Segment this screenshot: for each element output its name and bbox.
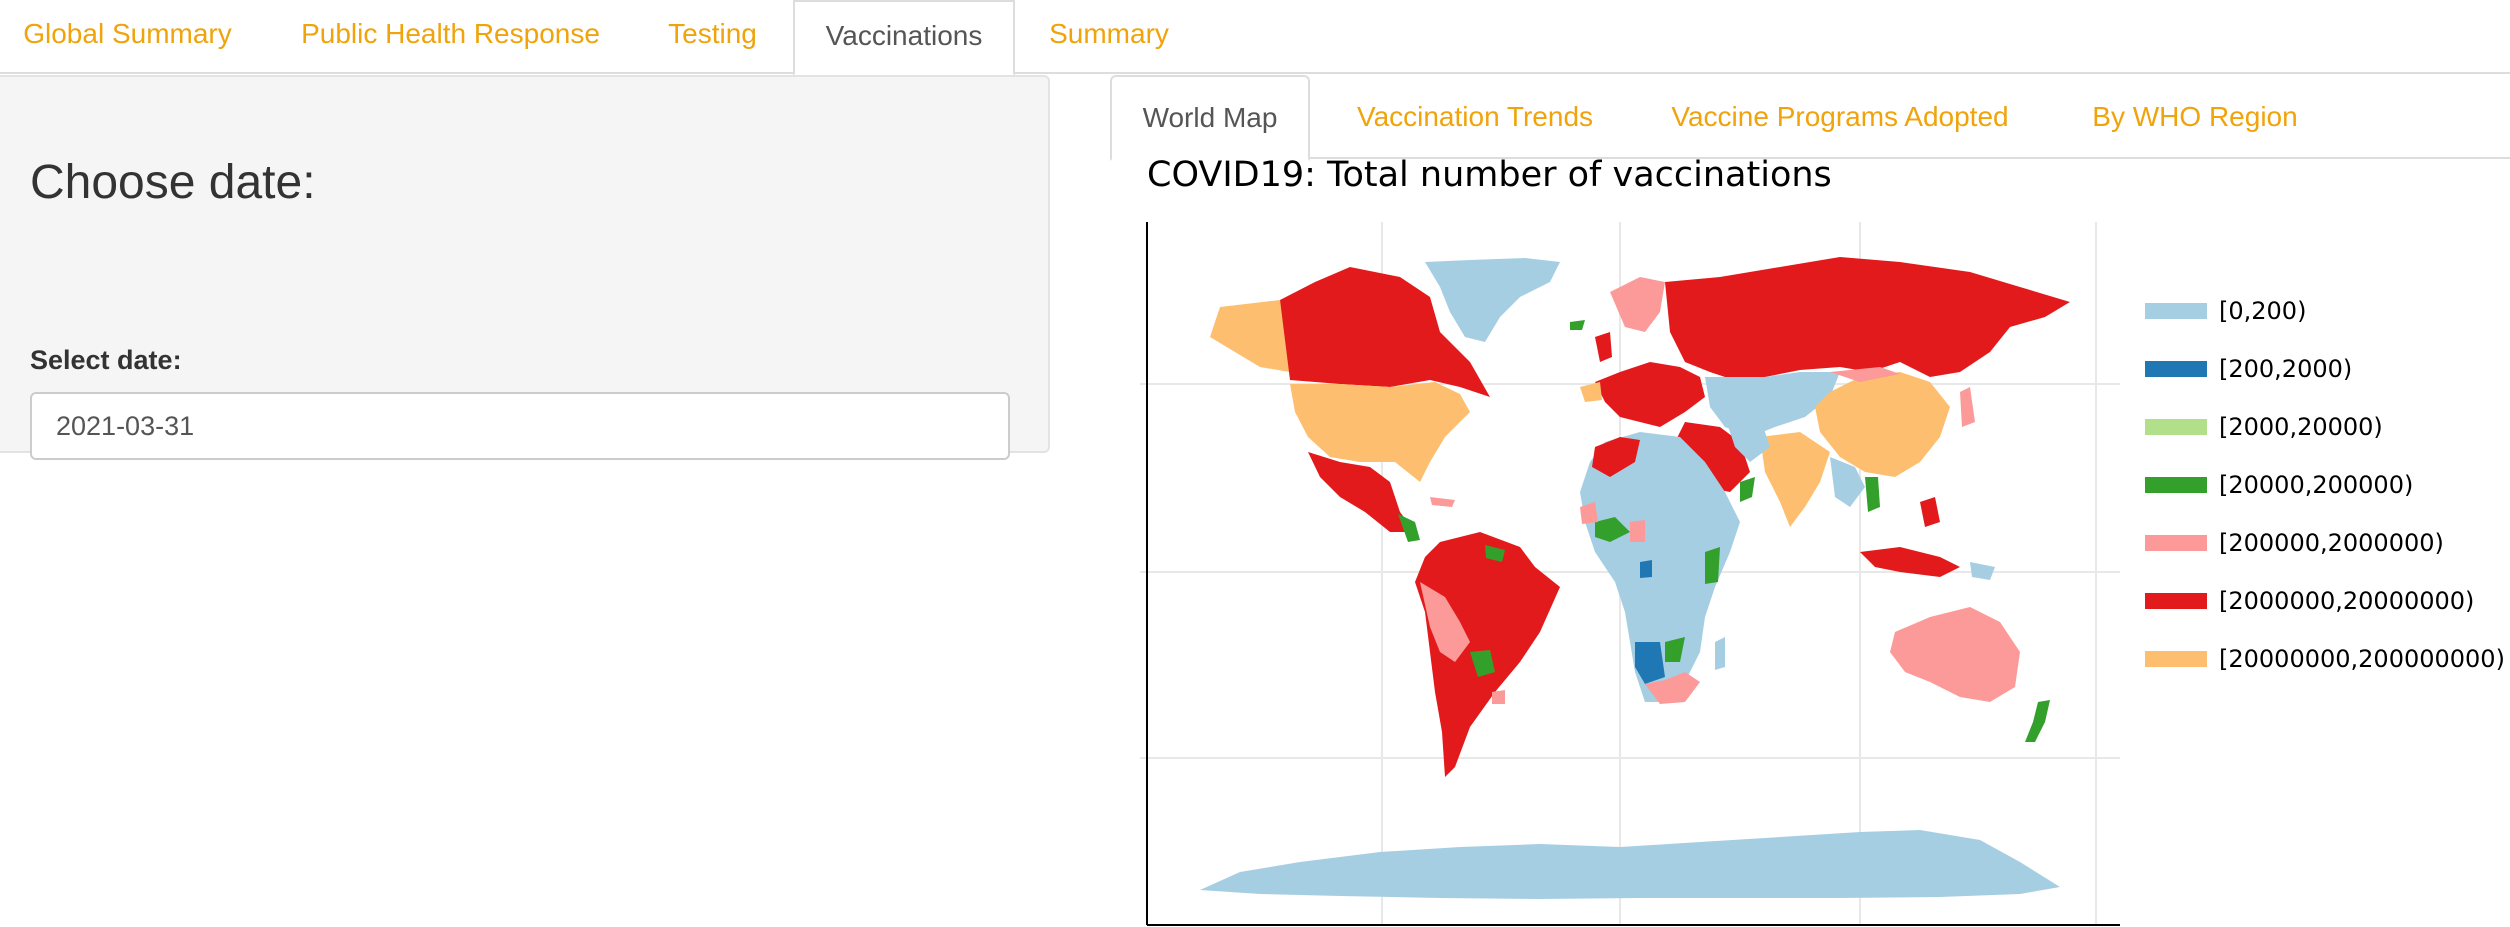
date-panel: Choose date: Select date: [0, 75, 1050, 460]
legend-item[interactable]: [20000000,200000000) [2145, 630, 2505, 688]
region-russia[interactable] [1665, 257, 2070, 382]
tab-summary[interactable]: Summary [1049, 18, 1169, 49]
region-antarctica[interactable] [1200, 830, 2060, 899]
region-greenland[interactable] [1425, 258, 1560, 342]
region-caribbean[interactable] [1430, 497, 1455, 507]
legend-item[interactable]: [200,2000) [2145, 340, 2505, 398]
region-west-africa-2[interactable] [1580, 502, 1598, 524]
region-china[interactable] [1815, 372, 1950, 477]
tab-public-health-response[interactable]: Public Health Response [301, 18, 600, 49]
region-southern-africa[interactable] [1665, 637, 1685, 662]
map-title: COVID19: Total number of vaccinations [1147, 155, 1832, 195]
region-iceland[interactable] [1570, 320, 1585, 330]
legend-label: [200,2000) [2219, 355, 2353, 383]
region-usa[interactable] [1290, 382, 1470, 482]
legend-item[interactable]: [20000,200000) [2145, 456, 2505, 514]
tab-vaccinations[interactable]: Vaccinations [793, 0, 1015, 76]
legend-item[interactable]: [0,200) [2145, 282, 2505, 340]
subtab-world-map[interactable]: World Map [1110, 75, 1310, 161]
tab-testing[interactable]: Testing [668, 18, 757, 49]
region-india[interactable] [1760, 432, 1830, 527]
subtab-vaccination-trends[interactable]: Vaccination Trends [1356, 101, 1594, 132]
legend-label: [2000000,20000000) [2219, 587, 2475, 615]
region-north-africa[interactable] [1592, 437, 1640, 477]
legend-item[interactable]: [200000,2000000) [2145, 514, 2505, 572]
panel-heading: Choose date: [30, 156, 316, 209]
subtab-vaccine-programs-adopted[interactable]: Vaccine Programs Adopted [1671, 101, 2009, 132]
region-peru-bolivia[interactable] [1420, 582, 1470, 662]
region-png[interactable] [1970, 562, 1995, 580]
date-input[interactable] [30, 392, 1010, 460]
region-oman[interactable] [1740, 477, 1755, 502]
region-west-africa[interactable] [1595, 517, 1630, 542]
region-canada[interactable] [1280, 267, 1490, 397]
legend-swatch [2145, 651, 2207, 667]
main-nav: Global Summary Public Health Response Te… [0, 0, 2510, 76]
region-indonesia[interactable] [1860, 547, 1960, 577]
region-south-africa[interactable] [1645, 672, 1700, 704]
legend-item[interactable]: [2000000,20000000) [2145, 572, 2505, 630]
region-europe-west[interactable] [1595, 362, 1705, 427]
region-middle-east[interactable] [1675, 422, 1750, 492]
region-madagascar[interactable] [1715, 637, 1725, 670]
legend-label: [200000,2000000) [2219, 529, 2444, 557]
region-philippines[interactable] [1920, 497, 1940, 527]
region-mexico[interactable] [1308, 452, 1415, 532]
region-angola[interactable] [1640, 560, 1652, 578]
legend-swatch [2145, 419, 2207, 435]
region-scandinavia[interactable] [1610, 277, 1665, 332]
region-east-africa[interactable] [1705, 547, 1720, 584]
subtab-by-who-region[interactable]: By WHO Region [2092, 101, 2298, 132]
legend-swatch [2145, 303, 2207, 319]
region-uk[interactable] [1595, 332, 1612, 362]
legend-label: [0,200) [2219, 297, 2307, 325]
region-australia[interactable] [1890, 607, 2020, 702]
region-se-asia[interactable] [1830, 457, 1865, 507]
legend-label: [2000,20000) [2219, 413, 2383, 441]
date-label: Select date: [30, 345, 182, 375]
region-nigeria[interactable] [1630, 520, 1645, 542]
legend-item[interactable]: [2000,20000) [2145, 398, 2505, 456]
region-iran[interactable] [1725, 417, 1770, 462]
region-iberia[interactable] [1580, 382, 1602, 402]
legend-swatch [2145, 535, 2207, 551]
region-new-zealand[interactable] [2025, 700, 2050, 742]
region-central-america[interactable] [1398, 514, 1420, 542]
region-paraguay[interactable] [1470, 650, 1495, 677]
region-guianas[interactable] [1485, 545, 1505, 562]
region-alaska[interactable] [1210, 300, 1290, 372]
legend-swatch [2145, 477, 2207, 493]
legend-label: [20000000,200000000) [2219, 645, 2505, 673]
region-vietnam[interactable] [1865, 477, 1880, 512]
legend-swatch [2145, 361, 2207, 377]
world-map[interactable] [1140, 222, 2120, 927]
region-uruguay[interactable] [1492, 690, 1505, 704]
region-namibia[interactable] [1635, 642, 1665, 684]
map-legend: [0,200) [200,2000) [2000,20000) [20000,2… [2145, 282, 2505, 688]
region-africa[interactable] [1580, 432, 1740, 702]
sub-nav: World Map Vaccination Trends Vaccine Pro… [1110, 75, 2510, 161]
region-japan[interactable] [1960, 387, 1975, 427]
legend-label: [20000,200000) [2219, 471, 2414, 499]
region-mongolia[interactable] [1830, 367, 1900, 382]
legend-swatch [2145, 593, 2207, 609]
tab-global-summary[interactable]: Global Summary [23, 18, 232, 49]
